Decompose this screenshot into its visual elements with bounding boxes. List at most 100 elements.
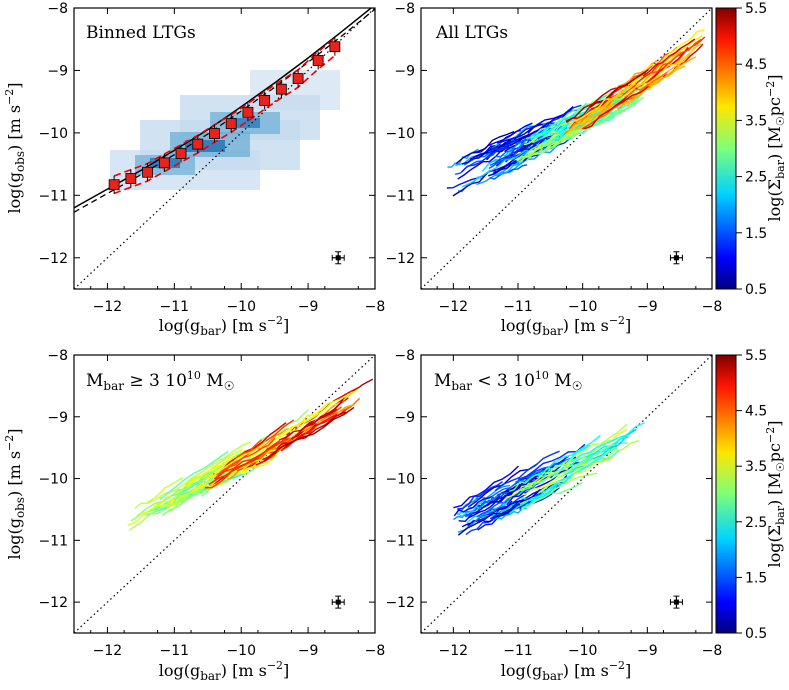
bin-marker: [108, 179, 120, 191]
galaxy-track: [568, 428, 628, 465]
colorbar-tick-label: 3.5: [745, 459, 767, 475]
y-axis-label-top: log(gobs) [m s−2]: [3, 82, 27, 213]
galaxy-track: [492, 507, 527, 521]
galaxy-track: [523, 458, 593, 496]
y-tick-label: −12: [385, 251, 415, 267]
axis-ticks: −12 −11 −10 −9 −8 −12 −11 −10 −9 −8: [385, 348, 722, 659]
galaxy-track: [636, 50, 682, 89]
galaxy-track: [574, 102, 617, 131]
x-tick-label: −12: [439, 299, 469, 315]
axis-ticks: −12 −11 −10 −9 −8 −12 −11 −10 −9 −8: [38, 1, 385, 315]
alt-fit-line: [74, 8, 375, 213]
x-tick-label: −11: [503, 643, 533, 659]
x-tick-label: −11: [503, 299, 533, 315]
x-tick-label: −9: [637, 643, 658, 659]
colorbar-tick-label: 2.5: [745, 515, 767, 531]
galaxy-track: [488, 140, 517, 154]
x-tick-label: −8: [365, 643, 386, 659]
colorbar-tick-label: 1.5: [745, 570, 767, 586]
galaxy-track: [278, 408, 338, 441]
galaxy-track: [637, 35, 703, 88]
bin-marker: [312, 55, 324, 66]
galaxy-track: [564, 442, 615, 476]
galaxy-track: [457, 499, 528, 536]
galaxy-track: [455, 130, 515, 165]
galaxy-track: [522, 468, 568, 491]
colorbar-tick-label: 5.5: [745, 1, 767, 17]
galaxy-track: [573, 440, 640, 472]
y-tick-label: −9: [394, 410, 415, 426]
galaxy-track: [566, 434, 629, 464]
y-axis-label-bottom: log(gobs) [m s−2]: [3, 428, 27, 559]
galaxy-track: [461, 140, 512, 165]
y-tick-label: −9: [47, 410, 68, 426]
galaxy-track: [493, 117, 567, 153]
x-tick-label: −12: [93, 299, 123, 315]
one-to-one-line: [74, 355, 375, 633]
galaxy-track: [650, 38, 702, 74]
x-axis-label-bottom-right: log(gbar) [m s−2]: [501, 659, 632, 683]
galaxy-tracks: [421, 8, 712, 289]
colorbar-tick-label: 3.5: [745, 113, 767, 129]
panel-title: Mbar < 3 1010 M☉: [434, 369, 582, 393]
galaxy-track: [583, 85, 649, 130]
galaxy-track: [222, 437, 276, 474]
x-tick-label: −9: [637, 299, 658, 315]
bin-marker: [175, 148, 187, 159]
y-tick-label: −10: [385, 126, 415, 142]
y-tick-label: −12: [38, 251, 68, 267]
galaxy-track: [271, 406, 355, 455]
error-bar: [331, 251, 345, 265]
x-tick-label: −12: [93, 643, 123, 659]
colorbar-tick-label: 0.5: [745, 282, 767, 298]
galaxy-track: [183, 441, 251, 485]
y-tick-label: −11: [38, 533, 68, 549]
x-tick-label: −11: [160, 299, 190, 315]
bin-marker: [209, 128, 220, 139]
galaxy-track: [525, 483, 562, 506]
x-axis-label-bottom-left: log(gbar) [m s−2]: [159, 659, 290, 683]
panel-top-left: −12 −11 −10 −9 −8 −12 −11 −10 −9 −8 Binned LTGs: [38, 1, 385, 315]
x-tick-label: −12: [439, 643, 469, 659]
panel-title: Binned LTGs: [86, 23, 196, 43]
colorbar-tick-label: 2.5: [745, 170, 767, 186]
y-tick-label: −9: [47, 63, 68, 79]
galaxy-track: [643, 29, 705, 72]
galaxy-track: [213, 439, 263, 475]
galaxy-track: [462, 145, 532, 188]
y-tick-label: −11: [385, 533, 415, 549]
galaxy-track: [557, 423, 628, 468]
x-axis-label-top-left: log(gbar) [m s−2]: [159, 314, 290, 338]
x-tick-label: −8: [702, 643, 723, 659]
x-tick-label: −10: [568, 643, 598, 659]
error-bar: [669, 251, 683, 265]
bin-marker: [242, 106, 254, 118]
galaxy-track: [457, 481, 503, 510]
galaxy-track: [477, 498, 536, 531]
galaxy-track: [457, 148, 509, 180]
axis-ticks: −12 −11 −10 −9 −8 −12 −11 −10 −9 −8: [385, 1, 722, 315]
y-tick-label: −12: [38, 595, 68, 611]
bin-marker: [142, 166, 153, 178]
galaxy-track: [537, 456, 614, 494]
galaxy-track: [506, 135, 552, 158]
scatter-envelope-lower: [113, 54, 336, 195]
galaxy-track: [517, 443, 586, 481]
galaxy-track: [489, 164, 528, 180]
galaxy-track: [530, 113, 575, 137]
bin-marker: [259, 95, 271, 106]
panel-bottom-left: −12 −11 −10 −9 −8 −12 −11 −10 −9 −8 Mbar ≥ 3 1010…: [38, 348, 385, 659]
panel-title: Mbar ≥ 3 1010 M☉: [86, 369, 234, 393]
colorbar-tick-label: 1.5: [745, 226, 767, 242]
galaxy-track: [281, 403, 355, 446]
galaxy-track: [515, 457, 573, 483]
galaxy-track: [536, 444, 591, 479]
galaxy-track: [619, 47, 697, 100]
galaxy-track: [545, 130, 581, 147]
y-tick-label: −8: [47, 348, 68, 364]
bin-marker: [125, 173, 137, 184]
y-tick-label: −10: [38, 126, 68, 142]
y-tick-label: −11: [385, 188, 415, 204]
bin-marker: [192, 138, 204, 150]
